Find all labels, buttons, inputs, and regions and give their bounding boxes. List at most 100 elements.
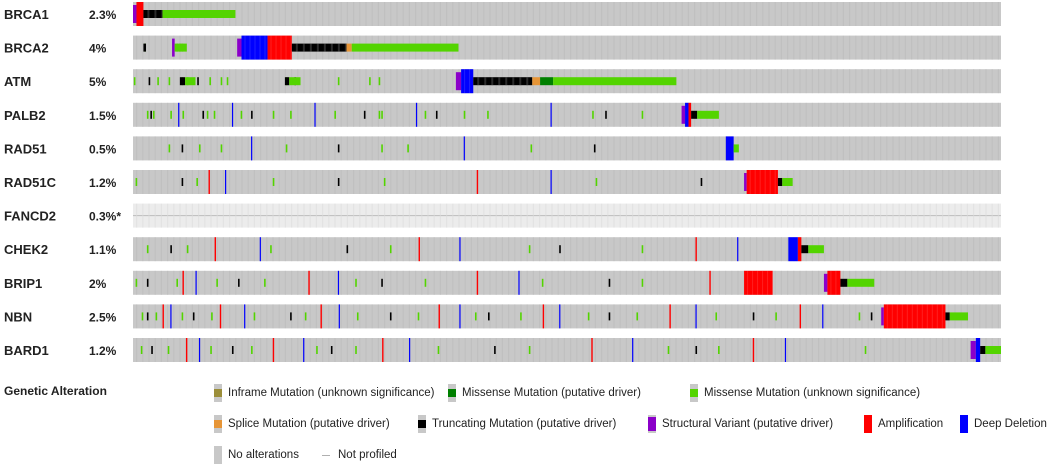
- sample-stripe: [446, 338, 448, 362]
- sample-stripe: [644, 304, 646, 329]
- sample-stripe: [173, 136, 175, 161]
- sample-stripe: [830, 304, 832, 329]
- mutation-tick: [238, 278, 240, 287]
- sample-stripe: [768, 338, 770, 362]
- mutation-tick: [474, 312, 477, 321]
- sample-stripe: [185, 270, 187, 295]
- sample-stripe: [669, 203, 671, 228]
- mutation-tick: [775, 312, 777, 321]
- sample-stripe: [328, 270, 330, 295]
- alteration-block: [685, 102, 689, 127]
- mutation-tick: [608, 278, 611, 287]
- sample-stripe: [198, 203, 200, 228]
- sample-stripe: [973, 136, 975, 161]
- sample-stripe: [222, 338, 224, 362]
- sample-stripe: [731, 170, 733, 194]
- sample-stripe: [917, 203, 919, 228]
- sample-stripe: [861, 2, 863, 26]
- sample-stripe: [911, 237, 913, 262]
- sample-stripe: [644, 170, 646, 194]
- sample-stripe: [706, 69, 708, 94]
- sample-stripe: [328, 170, 330, 194]
- sample-stripe: [315, 304, 317, 329]
- block-stripe: [772, 270, 774, 295]
- sample-stripe: [229, 270, 231, 295]
- sample-stripe: [656, 35, 658, 60]
- sample-stripe: [222, 270, 224, 295]
- block-stripe: [344, 43, 347, 52]
- sample-stripe: [700, 304, 702, 329]
- sample-stripe: [873, 237, 875, 262]
- sample-stripe: [191, 35, 193, 60]
- sample-stripe: [644, 338, 646, 362]
- mutation-tick: [528, 245, 531, 254]
- sample-stripe: [669, 338, 671, 362]
- track-background: [133, 237, 1001, 262]
- sample-stripe: [526, 237, 528, 262]
- sample-stripe: [204, 270, 206, 295]
- sample-stripe: [309, 69, 311, 94]
- sample-stripe: [408, 237, 410, 262]
- sample-stripe: [706, 304, 708, 329]
- sample-stripe: [607, 338, 609, 362]
- sample-stripe: [861, 170, 863, 194]
- sample-stripe: [768, 136, 770, 161]
- mutation-tick: [151, 346, 153, 354]
- sample-stripe: [322, 69, 324, 94]
- sample-stripe: [470, 170, 472, 194]
- sample-stripe: [749, 237, 751, 262]
- block-stripe: [921, 304, 923, 329]
- sample-stripe: [594, 304, 596, 329]
- sample-stripe: [439, 338, 441, 362]
- block-stripe: [309, 43, 312, 52]
- mutation-tick: [709, 270, 711, 295]
- sample-stripe: [638, 136, 640, 161]
- sample-stripe: [532, 304, 534, 329]
- mutation-tick: [494, 346, 496, 354]
- sample-stripe: [855, 338, 857, 362]
- sample-stripe: [377, 2, 379, 26]
- sample-stripe: [805, 136, 807, 161]
- mutation-tick: [799, 304, 802, 329]
- sample-stripe: [774, 102, 776, 127]
- sample-stripe: [582, 203, 584, 228]
- sample-stripe: [737, 270, 739, 295]
- sample-stripe: [805, 304, 807, 329]
- sample-stripe: [811, 170, 813, 194]
- sample-stripe: [793, 102, 795, 127]
- sample-stripe: [718, 170, 720, 194]
- sample-stripe: [849, 203, 851, 228]
- sample-stripe: [216, 136, 218, 161]
- sample-stripe: [260, 2, 262, 26]
- sample-stripe: [656, 102, 658, 127]
- sample-stripe: [266, 237, 268, 262]
- sample-stripe: [489, 203, 491, 228]
- mutation-tick: [737, 237, 739, 262]
- mutation-tick: [632, 338, 634, 362]
- sample-stripe: [421, 203, 423, 228]
- sample-stripe: [830, 2, 832, 26]
- sample-stripe: [793, 35, 795, 60]
- mutation-tick: [186, 245, 189, 254]
- sample-stripe: [780, 237, 782, 262]
- sample-stripe: [787, 69, 789, 94]
- sample-stripe: [576, 304, 578, 329]
- sample-stripe: [923, 237, 925, 262]
- mutation-tick: [209, 77, 211, 86]
- sample-stripe: [483, 35, 485, 60]
- sample-stripe: [204, 170, 206, 194]
- sample-stripe: [452, 102, 454, 127]
- sample-stripe: [539, 338, 541, 362]
- sample-stripe: [607, 237, 609, 262]
- sample-stripe: [663, 270, 665, 295]
- mutation-tick: [715, 312, 718, 321]
- sample-stripe: [167, 338, 169, 362]
- sample-stripe: [824, 2, 826, 26]
- sample-stripe: [675, 237, 677, 262]
- sample-stripe: [960, 69, 962, 94]
- block-stripe: [280, 35, 282, 60]
- sample-stripe: [260, 102, 262, 127]
- sample-stripe: [284, 136, 286, 161]
- sample-stripe: [923, 35, 925, 60]
- sample-stripe: [948, 270, 950, 295]
